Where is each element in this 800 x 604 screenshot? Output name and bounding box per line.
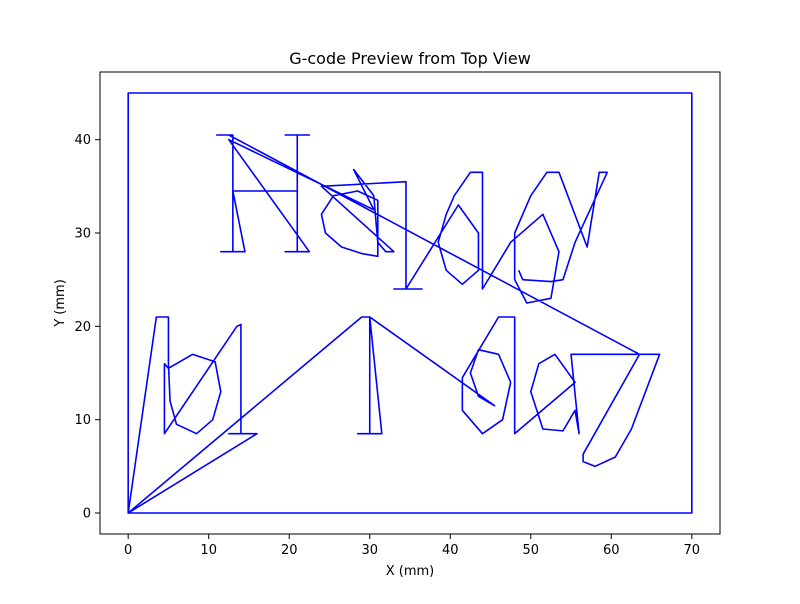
x-tick-label: 40 [442,543,459,558]
x-tick-label: 60 [603,543,620,558]
y-axis: 0 10 20 30 40 [74,133,100,522]
x-tick-label: 30 [361,543,378,558]
x-axis: 0 10 20 30 40 50 60 70 [124,534,700,558]
y-tick-label: 20 [74,320,91,335]
plot-area [99,71,721,535]
x-tick-label: 50 [523,543,540,558]
y-tick-label: 0 [83,507,91,522]
series-layer [127,92,693,514]
x-tick-label: 10 [200,543,217,558]
x-tick-label: 70 [684,543,701,558]
axes-frame [99,71,721,535]
chart-title: G-code Preview from Top View [289,49,531,68]
toolpath-series-line [127,92,693,514]
y-tick-label: 40 [74,133,91,148]
x-tick-label: 0 [124,543,132,558]
x-tick-label: 20 [281,543,298,558]
y-tick-label: 10 [74,413,91,428]
y-tick-label: 30 [74,227,91,242]
x-axis-label: X (mm) [386,564,435,579]
y-axis-label: Y (mm) [53,279,68,328]
